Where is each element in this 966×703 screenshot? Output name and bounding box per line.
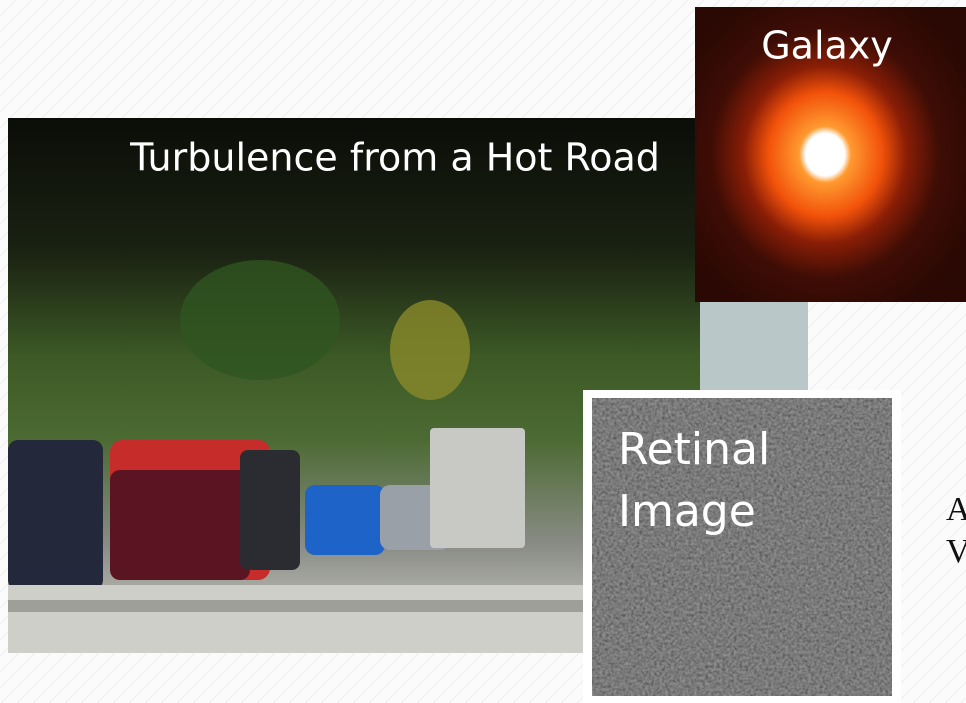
slide: Turbulence from a Hot Road Galaxy Retina… bbox=[0, 0, 966, 703]
caption: Turbulence from a Hot Road bbox=[129, 136, 660, 180]
cropped-text: V bbox=[946, 533, 966, 570]
caption: Galaxy bbox=[761, 24, 893, 68]
caption-line: Image bbox=[618, 486, 756, 537]
retinal-image: Retinal Image bbox=[583, 390, 901, 703]
galaxy-image: Galaxy bbox=[695, 7, 966, 302]
caption-line: Retinal bbox=[618, 424, 770, 475]
slide-canvas: Turbulence from a Hot Road Galaxy Retina… bbox=[0, 0, 966, 703]
cropped-text: A bbox=[946, 491, 966, 528]
